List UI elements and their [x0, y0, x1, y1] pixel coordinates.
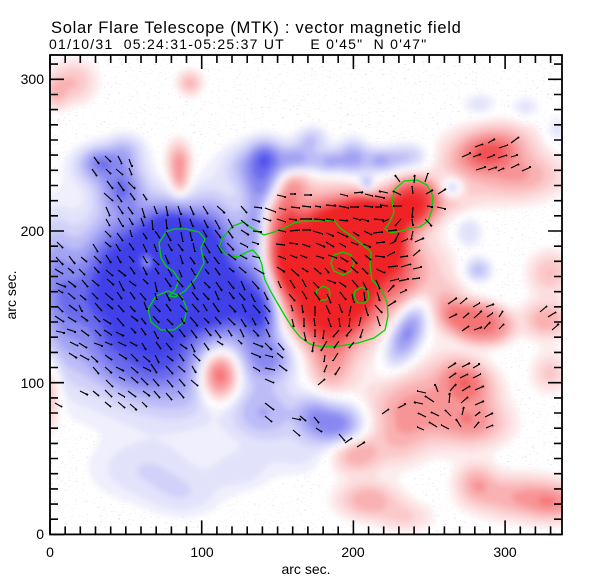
svg-text:100: 100: [190, 544, 214, 560]
svg-text:200: 200: [21, 223, 45, 239]
svg-text:100: 100: [21, 375, 45, 391]
svg-text:0: 0: [36, 526, 44, 542]
svg-text:arc sec.: arc sec.: [281, 561, 330, 577]
svg-text:200: 200: [341, 544, 365, 560]
svg-text:0: 0: [46, 544, 54, 560]
svg-text:300: 300: [493, 544, 517, 560]
svg-text:300: 300: [21, 71, 45, 87]
svg-text:arc sec.: arc sec.: [3, 270, 19, 319]
